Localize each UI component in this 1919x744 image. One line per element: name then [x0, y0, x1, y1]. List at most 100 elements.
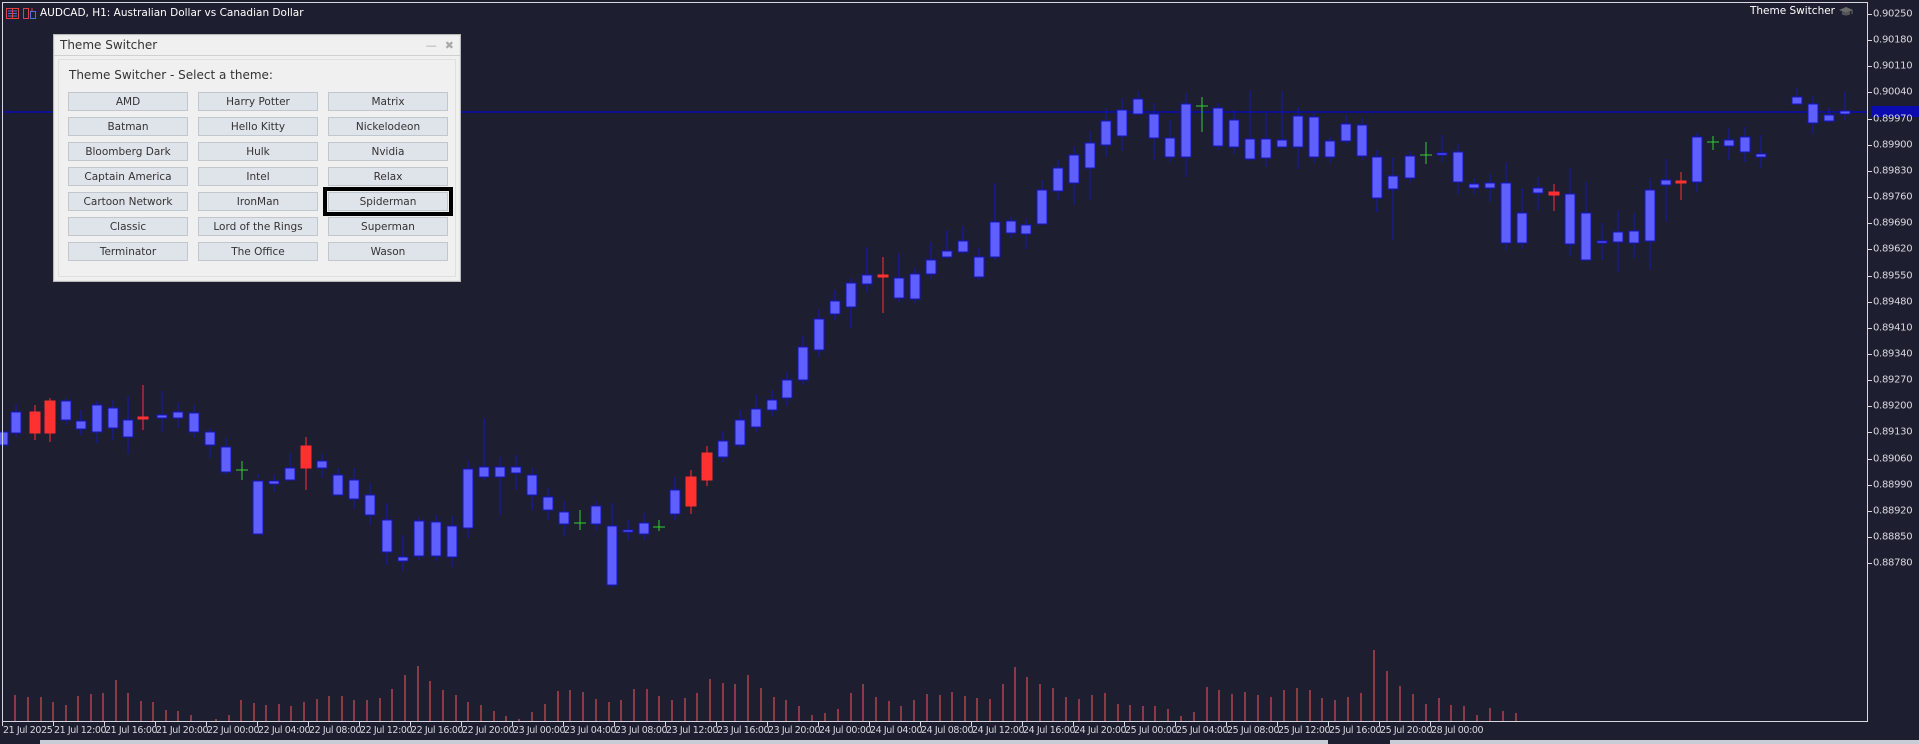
theme-button-the-office[interactable]: The Office	[198, 242, 318, 261]
dialog-header[interactable]: Theme Switcher — ✖	[54, 35, 460, 56]
time-tick	[155, 722, 156, 726]
theme-button-spiderman[interactable]: Spiderman	[323, 187, 453, 216]
price-tick	[1868, 223, 1872, 225]
theme-button-wason[interactable]: Wason	[328, 242, 448, 261]
candle	[332, 468, 344, 496]
price-label: 0.90040	[1873, 86, 1913, 98]
chart-plot-border	[2, 2, 1868, 722]
close-icon[interactable]: ✖	[444, 38, 454, 52]
theme-button-nickelodeon[interactable]: Nickelodeon	[328, 117, 448, 136]
chart-list-icon[interactable]	[6, 7, 19, 19]
time-label: 21 Jul 2025	[3, 725, 53, 736]
time-label: 24 Jul 00:00	[819, 725, 872, 736]
time-label: 23 Jul 00:00	[513, 725, 566, 736]
candle	[1739, 127, 1751, 162]
candle	[877, 257, 889, 313]
time-tick	[563, 722, 564, 726]
template-icon[interactable]	[23, 7, 36, 19]
theme-button-hulk[interactable]: Hulk	[198, 142, 318, 161]
candle	[861, 247, 873, 292]
time-tick	[1226, 722, 1227, 726]
time-tick	[1430, 722, 1431, 726]
chart-tab[interactable]	[1328, 740, 1390, 744]
candle	[1228, 110, 1240, 154]
price-tick	[1868, 197, 1872, 199]
candle	[188, 405, 200, 438]
expert-advisor-name: Theme Switcher	[1749, 5, 1835, 17]
candle	[622, 520, 634, 540]
theme-button-nvidia[interactable]: Nvidia	[328, 142, 448, 161]
candle	[909, 268, 921, 303]
expert-advisor-label: Theme Switcher	[1750, 5, 1853, 17]
theme-button-classic[interactable]: Classic	[68, 217, 188, 236]
price-tick	[1868, 537, 1872, 538]
theme-button-grid: AMD Harry Potter Matrix Batman Hello Kitty Ni…	[68, 92, 453, 261]
price-tick	[1868, 66, 1872, 68]
candle	[558, 501, 570, 536]
candle	[1420, 142, 1432, 164]
theme-button-intel[interactable]: Intel	[198, 167, 318, 186]
price-label: 0.89970	[1873, 113, 1913, 125]
time-tick	[818, 722, 819, 726]
candle	[107, 400, 119, 440]
price-label: 0.89480	[1873, 296, 1913, 308]
time-tick	[767, 722, 768, 726]
candle	[638, 513, 650, 540]
price-label: 0.89060	[1873, 453, 1913, 465]
graduation-cap-icon[interactable]	[1839, 6, 1853, 17]
time-tick	[971, 722, 972, 726]
price-label: 0.89410	[1873, 322, 1913, 334]
candle	[478, 418, 490, 480]
theme-button-superman[interactable]: Superman	[328, 217, 448, 236]
candle	[781, 372, 793, 406]
candle	[252, 474, 264, 535]
price-label: 0.89620	[1873, 243, 1913, 255]
candle	[653, 520, 665, 531]
minimize-icon[interactable]: —	[425, 38, 437, 52]
candle	[172, 402, 184, 428]
candle	[44, 398, 56, 442]
candle	[1340, 115, 1352, 144]
theme-button-batman[interactable]: Batman	[68, 117, 188, 136]
time-label: 24 Jul 12:00	[972, 725, 1025, 736]
candle	[1644, 178, 1656, 270]
theme-button-amd[interactable]: AMD	[68, 92, 188, 111]
candle	[510, 455, 522, 490]
theme-switcher-dialog[interactable]: Theme Switcher — ✖ Theme Switcher - Sele…	[53, 34, 461, 282]
theme-button-harry-potter[interactable]: Harry Potter	[198, 92, 318, 111]
candle	[300, 437, 312, 490]
candle	[430, 515, 442, 561]
theme-button-relax[interactable]: Relax	[328, 167, 448, 186]
price-tick	[1868, 563, 1872, 565]
time-label: 23 Jul 04:00	[564, 725, 617, 736]
price-label: 0.89270	[1873, 374, 1913, 386]
theme-button-captain-america[interactable]: Captain America	[68, 167, 188, 186]
chart-tab[interactable]	[0, 740, 40, 744]
candle	[122, 396, 134, 454]
theme-button-terminator[interactable]: Terminator	[68, 242, 188, 261]
time-tick	[1175, 722, 1176, 726]
candle	[574, 510, 586, 530]
theme-button-matrix[interactable]: Matrix	[328, 92, 448, 111]
theme-button-cartoon-network[interactable]: Cartoon Network	[68, 192, 188, 211]
price-label: 0.88920	[1873, 505, 1913, 517]
candle	[526, 468, 538, 510]
candle	[1628, 213, 1640, 258]
time-label: 25 Jul 12:00	[1278, 725, 1331, 736]
theme-button-bloomberg-dark[interactable]: Bloomberg Dark	[68, 142, 188, 161]
price-label: 0.89340	[1873, 348, 1913, 360]
candle	[268, 474, 280, 492]
candle	[1404, 151, 1416, 183]
time-tick	[308, 722, 309, 726]
theme-button-hello-kitty[interactable]: Hello Kitty	[198, 117, 318, 136]
price-label: 0.89200	[1873, 400, 1913, 412]
theme-button-lord-of-the-rings[interactable]: Lord of the Rings	[198, 217, 318, 236]
candle	[1068, 146, 1080, 205]
candle	[1164, 120, 1176, 162]
candle	[29, 405, 41, 440]
time-label: 22 Jul 00:00	[207, 725, 260, 736]
time-label: 22 Jul 12:00	[360, 725, 413, 736]
theme-button-ironman[interactable]: IronMan	[198, 192, 318, 211]
time-tick	[716, 722, 717, 726]
